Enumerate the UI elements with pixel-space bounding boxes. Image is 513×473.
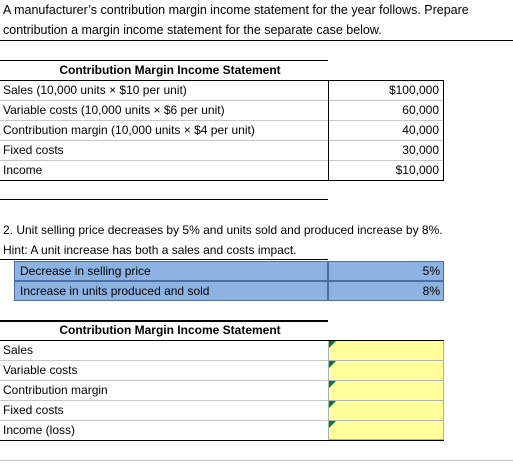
stmt1-row-sales-value: $100,000 bbox=[388, 83, 439, 97]
stmt1-value-col-left-border bbox=[328, 80, 329, 180]
stmt2-row-variable-costs-label: Variable costs bbox=[3, 363, 78, 377]
stmt2-row-sales-label: Sales bbox=[3, 343, 34, 357]
input-row-price-decrease-label: Decrease in selling price bbox=[20, 264, 151, 278]
stmt1-row-divider bbox=[0, 140, 444, 141]
stmt1-row-divider bbox=[0, 120, 444, 121]
stmt2-row-fixed-costs-input[interactable] bbox=[332, 400, 440, 420]
stmt1-row-income-value: $10,000 bbox=[395, 163, 439, 177]
stmt2-title: Contribution Margin Income Statement bbox=[59, 323, 281, 337]
stmt1-row-sales-label: Sales (10,000 units × $10 per unit) bbox=[3, 83, 187, 97]
case2-hint-underline bbox=[0, 259, 328, 260]
stmt1-row-variable-costs-value: 60,000 bbox=[402, 103, 439, 117]
stmt2-answer-divider bbox=[328, 420, 444, 421]
input-units-increase-cell[interactable] bbox=[328, 281, 444, 301]
stmt1-row-contribution-margin-label: Contribution margin (10,000 units × $4 p… bbox=[3, 123, 255, 137]
intro-line-1: A manufacturer’s contribution margin inc… bbox=[3, 3, 469, 17]
stmt1-title-underline bbox=[0, 80, 444, 81]
intro-line-2: contribution a margin income statement f… bbox=[3, 23, 382, 37]
stmt1-row-income-label: Income bbox=[3, 163, 43, 177]
input-marker-icon bbox=[329, 421, 336, 428]
stmt1-row-fixed-costs-label: Fixed costs bbox=[3, 143, 64, 157]
input-marker-icon bbox=[329, 341, 336, 348]
stmt2-row-income-label: Income (loss) bbox=[3, 423, 76, 437]
stmt2-row-income-input[interactable] bbox=[332, 420, 440, 440]
stmt1-top-border bbox=[0, 60, 328, 61]
stmt1-row-contribution-margin-value: 40,000 bbox=[402, 123, 439, 137]
input-price-decrease-cell[interactable] bbox=[328, 261, 444, 281]
stmt2-bottom-border bbox=[0, 440, 444, 441]
case2-description: 2. Unit selling price decreases by 5% an… bbox=[3, 223, 443, 237]
stmt2-row-divider bbox=[0, 420, 328, 421]
stmt2-top-border bbox=[0, 320, 328, 322]
stmt1-bottom-border bbox=[0, 180, 444, 181]
stmt2-answer-top-border bbox=[328, 340, 444, 341]
input-price-decrease-value[interactable]: 5% bbox=[422, 264, 440, 278]
intro-divider bbox=[0, 40, 513, 41]
stmt1-row-divider bbox=[0, 160, 444, 161]
case2-hint: Hint: A unit increase has both a sales a… bbox=[3, 243, 297, 257]
stmt2-row-divider bbox=[0, 380, 328, 381]
stmt1-value-col-right-border bbox=[443, 80, 444, 180]
sheet-gridline bbox=[0, 460, 513, 461]
stmt2-row-sales-input[interactable] bbox=[332, 340, 440, 360]
stmt2-row-contribution-margin-label: Contribution margin bbox=[3, 383, 108, 397]
input-marker-icon bbox=[329, 401, 336, 408]
stmt2-answer-divider bbox=[328, 380, 444, 381]
input-row-units-increase-label-cell bbox=[14, 281, 328, 301]
input-marker-icon bbox=[329, 381, 336, 388]
stmt1-row-fixed-costs-value: 30,000 bbox=[402, 143, 439, 157]
input-marker-icon bbox=[329, 361, 336, 368]
stmt2-row-fixed-costs-label: Fixed costs bbox=[3, 403, 64, 417]
stmt1-title: Contribution Margin Income Statement bbox=[59, 63, 281, 77]
stmt2-row-divider bbox=[0, 400, 328, 401]
input-units-increase-value[interactable]: 8% bbox=[422, 284, 440, 298]
section-divider bbox=[0, 199, 328, 200]
stmt2-row-variable-costs-input[interactable] bbox=[332, 360, 440, 380]
stmt2-row-divider bbox=[0, 360, 328, 361]
stmt2-answer-divider bbox=[328, 400, 444, 401]
stmt2-title-underline bbox=[0, 340, 328, 341]
stmt1-row-divider bbox=[0, 100, 444, 101]
stmt1-row-variable-costs-label: Variable costs (10,000 units × $6 per un… bbox=[3, 103, 225, 117]
stmt2-row-contribution-margin-input[interactable] bbox=[332, 380, 440, 400]
input-row-units-increase-label: Increase in units produced and sold bbox=[20, 284, 210, 298]
stmt2-answer-divider bbox=[328, 360, 444, 361]
input-row-price-decrease-label-cell bbox=[14, 261, 328, 281]
